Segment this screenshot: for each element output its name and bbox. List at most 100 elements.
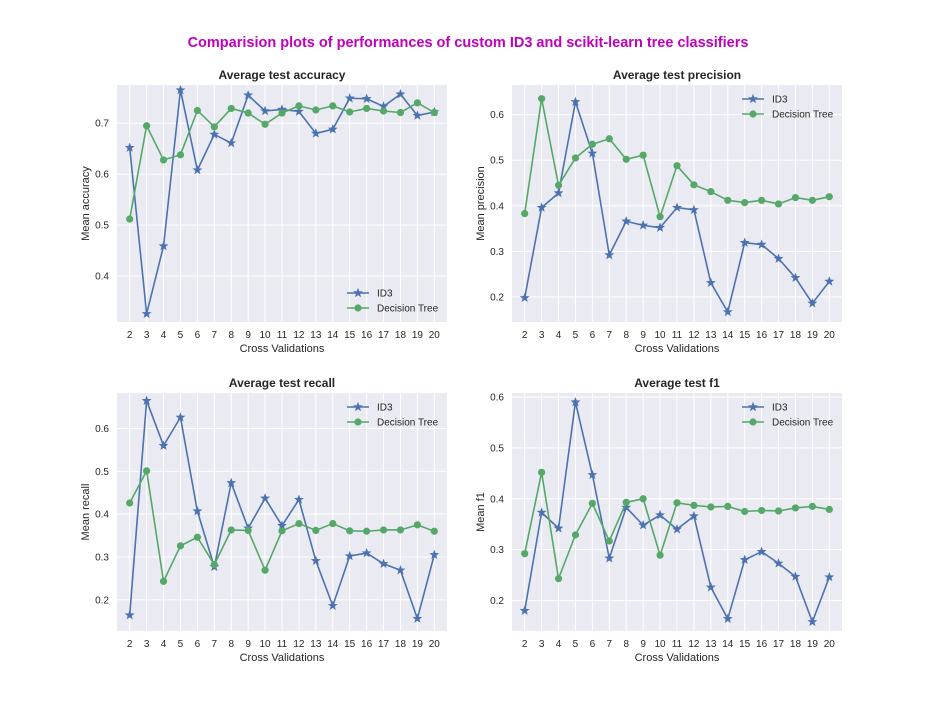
- star-marker: [638, 520, 649, 530]
- circle-marker: [244, 526, 252, 535]
- series-decision-tree: [521, 468, 833, 583]
- panel-2: 2 3 4 5 6 7 8 9 10 11 12 13 14 15 16 17 18 19 20 0.2 0.3 0.4 0…: [475, 68, 842, 355]
- star-marker: [192, 164, 203, 175]
- star-marker: [260, 105, 271, 116]
- series-decision-tree: [126, 99, 438, 223]
- circle-marker: [758, 196, 766, 204]
- circle-marker: [278, 527, 286, 535]
- circle-marker: [639, 495, 647, 503]
- y-tick-label: 0.5: [95, 221, 109, 232]
- x-tick-label: 5: [178, 330, 184, 341]
- x-tick-label: 2: [522, 330, 528, 341]
- x-tick-label: 8: [623, 330, 629, 341]
- x-tick-label: 7: [607, 330, 613, 341]
- star-marker: [378, 101, 389, 111]
- star-marker: [756, 546, 767, 556]
- legend-label: ID3: [772, 95, 788, 106]
- legend: ID3 Decision Tree: [742, 93, 834, 121]
- x-tick-label: 8: [623, 639, 629, 650]
- star-marker: [519, 292, 530, 303]
- legend-marker: [748, 401, 758, 412]
- star-marker: [361, 93, 372, 103]
- circle-marker: [278, 109, 286, 117]
- star-marker: [327, 600, 338, 610]
- series-id3: [519, 396, 835, 627]
- y-tick-label: 0.2: [490, 596, 504, 607]
- circle-marker: [791, 193, 800, 202]
- x-axis-label: Cross Validations: [240, 343, 325, 355]
- star-marker: [536, 202, 547, 212]
- x-tick-label: 18: [395, 639, 407, 650]
- x-axis-label: Cross Validations: [635, 343, 720, 355]
- x-tick-label: 13: [310, 639, 322, 650]
- circle-marker: [363, 104, 371, 113]
- circle-marker: [430, 527, 438, 535]
- x-tick-label: 5: [178, 639, 184, 650]
- star-marker: [395, 565, 406, 575]
- star-marker: [553, 187, 564, 198]
- y-axis-label: Mean f1: [475, 492, 487, 532]
- x-tick-label: 15: [739, 639, 751, 650]
- star-marker: [672, 202, 682, 212]
- x-tick-label: 14: [722, 330, 734, 341]
- circle-marker: [571, 531, 580, 539]
- circle-marker: [588, 140, 596, 148]
- circle-marker: [808, 502, 816, 511]
- legend-marker: [749, 110, 757, 118]
- circle-marker: [538, 468, 546, 476]
- panel-4: 2 3 4 5 6 7 8 9 10 11 12 13 14 15 16 17 18 19 20 0.2 0.3 0.4 0…: [475, 376, 842, 664]
- star-marker: [327, 124, 338, 134]
- star-marker: [570, 96, 581, 107]
- x-tick-label: 14: [327, 639, 339, 650]
- circle-marker: [261, 566, 269, 574]
- circle-marker: [159, 577, 168, 585]
- x-tick-label: 8: [228, 639, 234, 650]
- star-marker: [705, 582, 716, 592]
- panel-title: Average test recall: [229, 376, 335, 390]
- x-tick-label: 13: [705, 330, 717, 341]
- y-tick-label: 0.3: [95, 552, 109, 563]
- x-tick-label: 6: [195, 330, 201, 341]
- x-tick-label: 2: [127, 330, 133, 341]
- star-marker: [790, 272, 801, 282]
- star-marker: [570, 396, 581, 407]
- circle-marker: [808, 196, 816, 204]
- star-marker: [293, 494, 304, 504]
- panel-1: 2 3 4 5 6 7 8 9 10 11 12 13 14 15 16 17 18 19 20 0.4 0.5 0.6 0…: [80, 68, 447, 355]
- x-tick-label: 7: [212, 639, 218, 650]
- circle-marker: [227, 526, 235, 534]
- x-tick-label: 13: [310, 330, 322, 341]
- star-marker: [243, 89, 254, 100]
- y-tick-label: 0.2: [490, 292, 504, 303]
- x-axis-label: Cross Validations: [240, 652, 325, 664]
- star-marker: [536, 507, 547, 517]
- x-tick-label: 4: [161, 330, 167, 341]
- x-tick-label: 14: [722, 639, 734, 650]
- y-axis-label: Mean recall: [80, 484, 92, 541]
- circle-marker: [707, 503, 715, 511]
- star-marker: [587, 148, 598, 158]
- x-tick-label: 2: [522, 639, 528, 650]
- x-tick-label: 17: [378, 639, 390, 650]
- circle-marker: [521, 550, 529, 558]
- legend-marker: [749, 418, 757, 426]
- star-marker: [209, 129, 220, 139]
- x-tick-label: 3: [539, 330, 545, 341]
- star-marker: [412, 613, 423, 623]
- x-tick-label: 5: [573, 330, 579, 341]
- x-tick-label: 7: [607, 639, 613, 650]
- y-tick-label: 0.5: [95, 467, 109, 478]
- circle-marker: [690, 501, 698, 509]
- circle-marker: [758, 506, 766, 515]
- x-tick-label: 15: [344, 639, 356, 650]
- star-marker: [773, 558, 784, 568]
- y-axis-label: Mean accuracy: [80, 166, 92, 241]
- star-marker: [756, 239, 767, 249]
- star-marker: [412, 110, 423, 120]
- x-tick-label: 3: [539, 639, 545, 650]
- panel-title: Average test precision: [613, 68, 741, 82]
- circle-marker: [571, 154, 580, 162]
- panel-title: Average test f1: [634, 376, 720, 390]
- circle-marker: [126, 499, 134, 507]
- y-tick-label: 0.3: [490, 247, 504, 258]
